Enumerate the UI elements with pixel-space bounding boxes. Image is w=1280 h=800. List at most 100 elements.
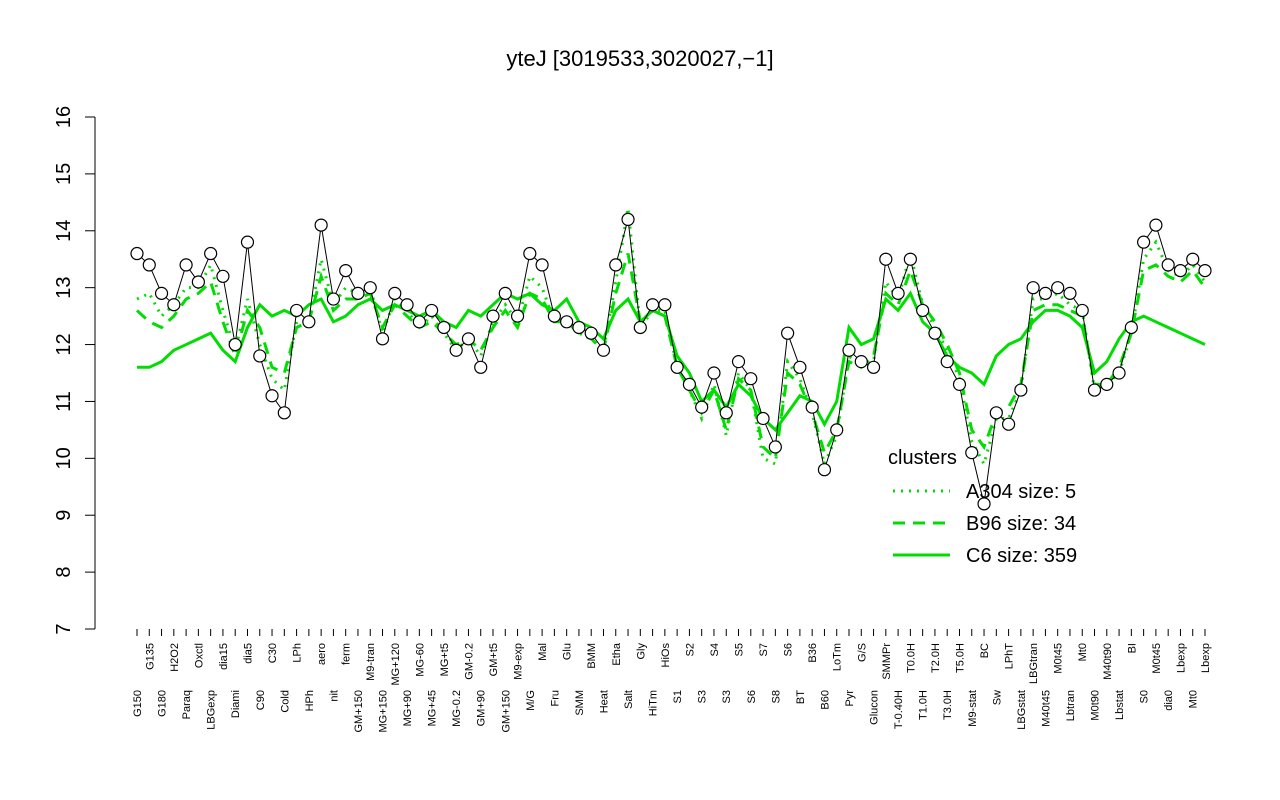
data-point [830, 423, 844, 437]
x-tick-label: C90 [255, 690, 267, 710]
x-tick-label: C30 [267, 643, 279, 663]
y-tick-label: 8 [53, 567, 75, 578]
data-point [584, 326, 598, 340]
data-point [1149, 218, 1163, 232]
y-tick-label: 11 [53, 391, 75, 412]
x-tick-label: MG+150 [378, 690, 390, 733]
legend-label: A304 size: 5 [966, 481, 1076, 503]
data-point [1063, 286, 1077, 300]
x-tick-label: T2.0H [930, 643, 942, 673]
data-point [1038, 286, 1053, 300]
x-tick-label: Gly [635, 643, 647, 660]
data-point [1026, 281, 1040, 295]
x-tick-label: MG+t5 [439, 643, 451, 676]
data-point [744, 372, 758, 386]
data-point [866, 360, 881, 374]
x-tick-label: LoTm [832, 643, 844, 671]
x-tick-label: HiTm [648, 690, 660, 716]
y-tick-label: 14 [53, 220, 75, 242]
x-tick-label: LPh [292, 643, 304, 663]
x-tick-label: T5.0H [954, 643, 966, 673]
x-tick-label: Mt0 [1188, 690, 1200, 708]
x-tick-label: Glu [562, 643, 574, 660]
x-tick-label: G180 [157, 690, 169, 717]
x-tick-label: M9-exp [513, 643, 525, 680]
x-tick-label: H2O2 [169, 643, 181, 672]
data-point [363, 281, 377, 295]
x-tick-label: Lbtran [1065, 690, 1077, 721]
x-tick-label: ferm [341, 643, 353, 665]
x-tick-label: Mt0 [1077, 643, 1089, 661]
data-point [388, 286, 402, 300]
x-tick-label: LBGstat [1016, 690, 1028, 730]
x-tick-label: S6 [746, 690, 758, 703]
data-point [191, 275, 205, 289]
data-point [781, 326, 795, 340]
data-point [486, 309, 500, 323]
x-tick-label: Cold [279, 690, 291, 713]
x-tick-label: Etha [611, 642, 623, 666]
x-tick-label: MG+120 [390, 643, 402, 686]
data-point [1001, 417, 1016, 431]
x-tick-label: Heat [598, 690, 610, 713]
data-point [731, 355, 746, 369]
x-tick-label: nit [328, 690, 340, 702]
data-point [326, 292, 341, 306]
x-tick-label: GM+150 [353, 690, 365, 733]
data-point [1173, 264, 1188, 278]
data-point [1198, 264, 1212, 278]
x-tick-label: M0t90 [1090, 690, 1102, 721]
x-tick-label: M0t45 [1151, 643, 1163, 674]
data-point [400, 298, 414, 312]
x-tick-label: MG+90 [402, 690, 414, 726]
x-tick-label: GM+90 [476, 690, 488, 726]
x-tick-label: S7 [758, 643, 770, 656]
data-point [1075, 303, 1089, 318]
data-point [535, 258, 549, 272]
x-tick-label: Lbexp [1200, 643, 1212, 673]
x-tick-label: S3 [721, 690, 733, 703]
data-point [977, 497, 991, 511]
x-tick-label: dia5 [242, 643, 254, 664]
data-point [707, 366, 721, 380]
x-tick-label: MG+45 [427, 690, 439, 726]
x-tick-label: S2 [684, 643, 696, 656]
data-point [572, 320, 586, 335]
data-point [1124, 320, 1138, 335]
x-tick-label: S3 [697, 690, 709, 703]
y-tick-label: 13 [53, 277, 75, 299]
data-point [682, 377, 697, 391]
data-point [928, 326, 942, 340]
data-point [412, 315, 426, 329]
x-tick-label: Sw [991, 690, 1003, 705]
data-point [965, 446, 979, 460]
x-tick-label: M40t45 [1040, 690, 1052, 727]
x-tick-label: GM-0.2 [463, 643, 475, 680]
x-tick-label: BC [979, 643, 991, 658]
data-point [498, 286, 512, 300]
data-point [842, 343, 856, 357]
x-tick-label: BT [795, 690, 807, 704]
x-tick-label: MG-60 [414, 643, 426, 677]
x-tick-label: S0 [1139, 690, 1151, 703]
x-tick-label: M/G [525, 690, 537, 711]
data-point [1112, 366, 1126, 380]
data-point [793, 360, 807, 374]
x-tick-label: T-0.40H [893, 690, 905, 729]
chart-title: yteJ [3019533,3020027,−1] [506, 46, 773, 71]
x-tick-label: B36 [807, 643, 819, 663]
x-tick-label: Paraq [181, 690, 193, 719]
x-tick-label: GM+t5 [488, 643, 500, 676]
y-tick-label: 10 [53, 447, 75, 469]
x-tick-label: dia0 [1163, 690, 1175, 711]
y-tick-label: 7 [53, 623, 75, 634]
x-tick-label: LBGtran [1028, 643, 1040, 684]
data-point [314, 218, 328, 232]
x-tick-label: S8 [770, 690, 782, 703]
legend-label: C6 size: 359 [966, 545, 1077, 567]
data-point [1014, 383, 1028, 397]
x-tick-label: T1.0H [918, 690, 930, 720]
data-point [154, 286, 169, 300]
data-point [167, 298, 181, 312]
